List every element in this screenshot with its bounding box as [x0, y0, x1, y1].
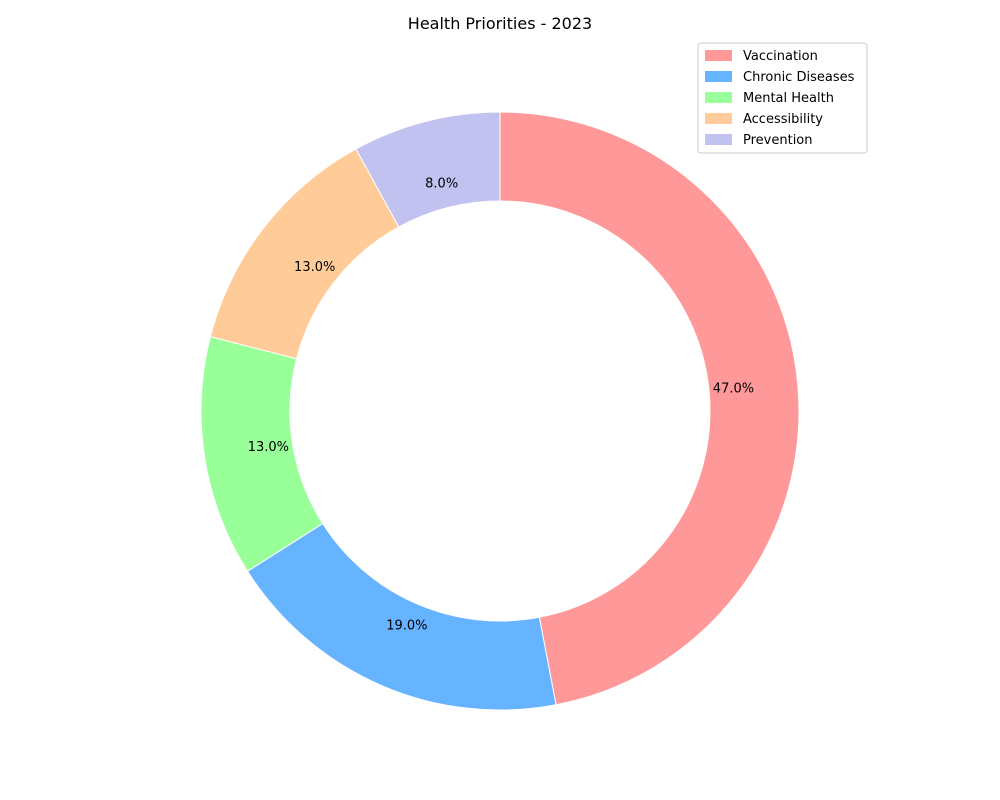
chart-title: Health Priorities - 2023 [408, 14, 592, 33]
slice-prevention [355, 111, 501, 228]
legend-swatch-vaccination [705, 50, 732, 61]
pct-label-prevention: 8.0% [425, 176, 458, 191]
legend: Vaccination Chronic Diseases Mental Health… [697, 42, 868, 154]
slices-group [200, 111, 800, 711]
legend-swatch-chronic-diseases [705, 71, 732, 82]
legend-swatch-accessibility [705, 113, 732, 124]
legend-label-mental-health: Mental Health [743, 91, 834, 106]
pct-label-mental-health: 13.0% [248, 440, 289, 455]
legend-swatch-prevention [705, 134, 732, 145]
pct-label-vaccination: 47.0% [713, 381, 754, 396]
slice-chronic-diseases [246, 522, 557, 711]
percentage-labels-group: 47.0% 19.0% 13.0% 13.0% 8.0% [248, 176, 754, 633]
legend-label-chronic-diseases: Chronic Diseases [743, 70, 855, 85]
legend-swatch-mental-health [705, 92, 732, 103]
legend-label-prevention: Prevention [743, 133, 813, 148]
slice-accessibility [209, 148, 400, 360]
slice-vaccination [499, 111, 800, 706]
pct-label-chronic-diseases: 19.0% [386, 619, 427, 634]
legend-label-accessibility: Accessibility [743, 112, 823, 127]
legend-frame [697, 42, 868, 154]
legend-entries: Vaccination Chronic Diseases Mental Health… [705, 49, 855, 148]
pct-label-accessibility: 13.0% [294, 260, 335, 275]
legend-label-vaccination: Vaccination [743, 49, 818, 64]
